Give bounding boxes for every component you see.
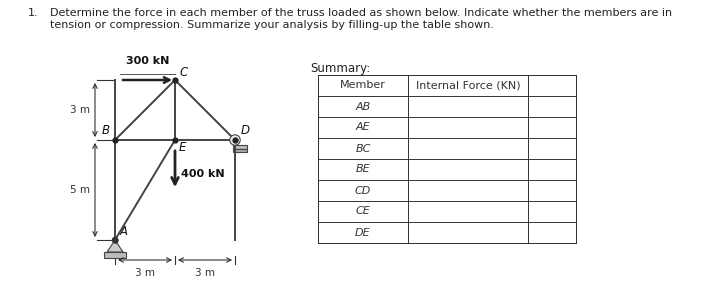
Text: E: E <box>179 141 186 154</box>
Text: CD: CD <box>355 185 372 196</box>
Text: 1.: 1. <box>28 8 39 18</box>
Bar <box>318 75 576 243</box>
Text: tension or compression. Summarize your analysis by filling-up the table shown.: tension or compression. Summarize your a… <box>50 20 494 30</box>
Text: C: C <box>179 66 187 79</box>
Text: 3 m: 3 m <box>70 105 90 115</box>
Text: D: D <box>241 124 250 137</box>
Text: AB: AB <box>356 101 371 112</box>
Text: Summary:: Summary: <box>310 62 370 75</box>
Bar <box>104 252 126 258</box>
Text: Internal Force (KN): Internal Force (KN) <box>415 80 521 91</box>
Text: A: A <box>120 225 128 238</box>
Text: 5 m: 5 m <box>70 185 90 195</box>
Bar <box>233 149 247 152</box>
Text: 300 kN: 300 kN <box>126 56 169 66</box>
Text: BE: BE <box>356 164 370 175</box>
Text: BC: BC <box>355 143 371 154</box>
Circle shape <box>230 135 240 145</box>
Text: Member: Member <box>340 80 386 91</box>
Circle shape <box>112 238 117 242</box>
Text: Determine the force in each member of the truss loaded as shown below. Indicate : Determine the force in each member of th… <box>50 8 672 18</box>
Text: 3 m: 3 m <box>135 268 155 278</box>
Text: DE: DE <box>355 227 371 238</box>
Polygon shape <box>107 240 123 252</box>
Text: AE: AE <box>356 122 370 133</box>
Text: 400 kN: 400 kN <box>181 169 225 179</box>
Bar <box>233 145 247 149</box>
Text: CE: CE <box>356 206 370 217</box>
Text: 3 m: 3 m <box>195 268 215 278</box>
Text: B: B <box>102 124 110 137</box>
